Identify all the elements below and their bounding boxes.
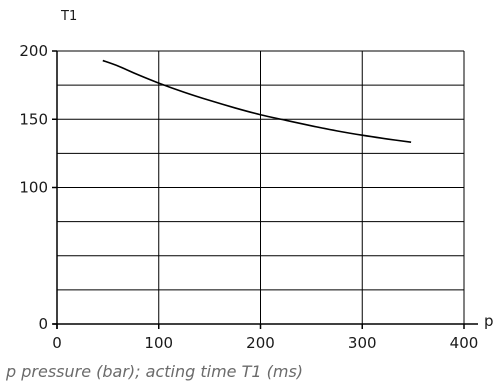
series xyxy=(102,59,412,143)
y-tick-label-0: 0 xyxy=(38,315,48,333)
x-tick-label-200: 200 xyxy=(246,334,275,352)
x-tick-label-300: 300 xyxy=(348,334,377,352)
grid xyxy=(57,50,465,324)
y-axis-label: T1 xyxy=(60,9,77,24)
tick-labels: 0 100 150 200 0 100 200 300 400 xyxy=(19,42,478,352)
x-tick-label-0: 0 xyxy=(52,334,62,352)
x-axis-label: p xyxy=(484,312,494,330)
figure-caption: p pressure (bar); acting time T1 (ms) xyxy=(6,362,304,381)
y-tick-label-150: 150 xyxy=(19,110,48,128)
y-tick-label-100: 100 xyxy=(19,179,48,197)
axes xyxy=(52,50,478,329)
x-tick-label-100: 100 xyxy=(144,334,173,352)
x-tick-label-400: 400 xyxy=(450,334,479,352)
y-tick-label-200: 200 xyxy=(19,42,48,60)
series-line-0 xyxy=(102,59,412,143)
